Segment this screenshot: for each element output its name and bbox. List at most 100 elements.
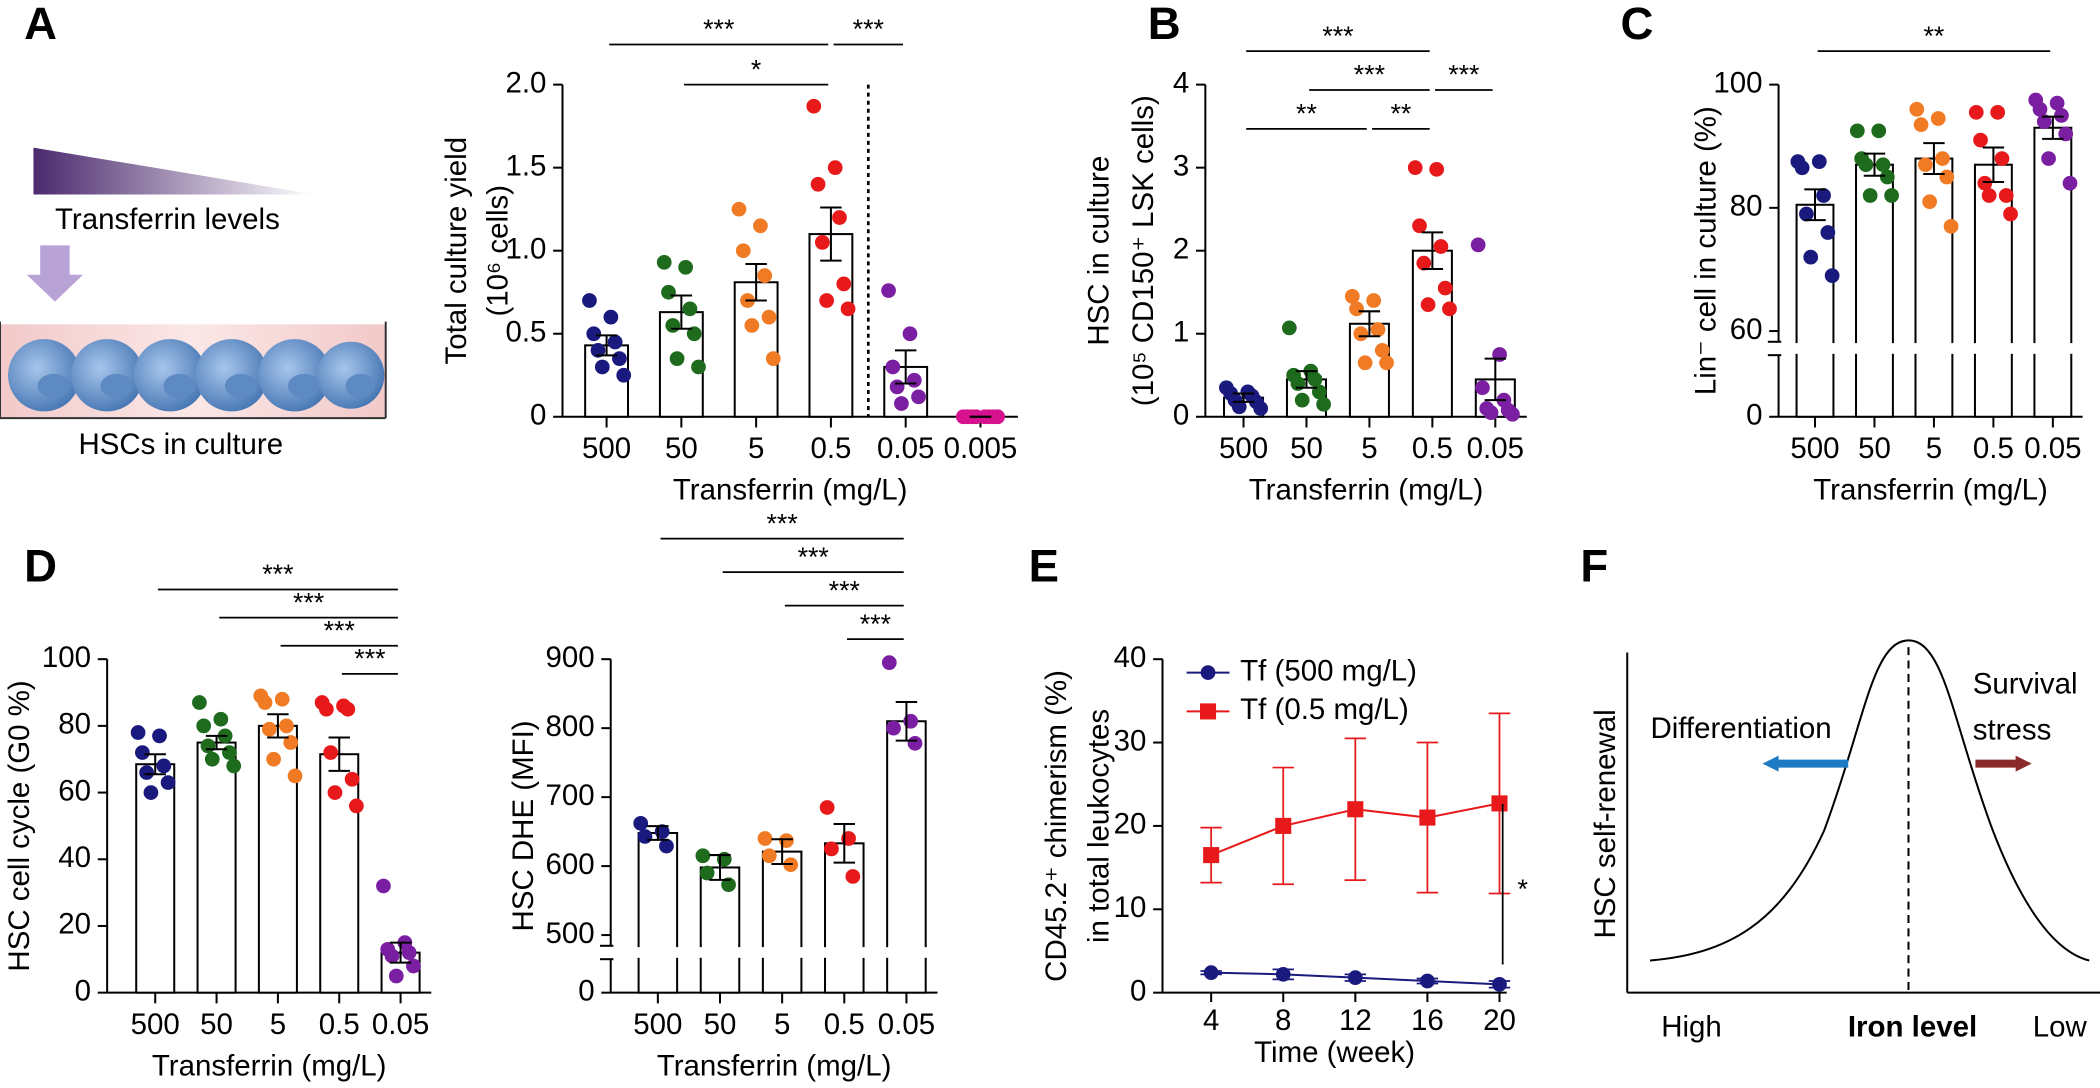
data-point [1909, 101, 1925, 117]
x-tick-label: 20 [1483, 1004, 1516, 1037]
data-point [1353, 326, 1369, 342]
data-point [894, 396, 909, 411]
data-point [757, 831, 773, 846]
data-point [1973, 132, 1988, 148]
data-point [279, 718, 294, 734]
x-axis-title: Time (week) [1254, 1036, 1415, 1069]
y-axis-title: Lin⁻ cell in culture (%) [1689, 106, 1722, 395]
data-point [226, 758, 242, 774]
x-tick-label: 0.05 [878, 1008, 935, 1041]
significance-label: *** [1322, 21, 1353, 51]
data-point [665, 318, 681, 333]
y-tick-label: 80 [1730, 190, 1763, 223]
data-point [261, 721, 277, 737]
data-point [1281, 320, 1297, 336]
data-point [1470, 237, 1486, 253]
data-point [323, 745, 339, 760]
data-point [633, 815, 649, 831]
x-tick-label: 0.5 [824, 1008, 865, 1041]
bar [808, 233, 854, 418]
y-tick-label: 60 [58, 774, 91, 807]
data-point [1366, 293, 1382, 308]
y-tick-label: 20 [58, 908, 91, 941]
bar [1411, 249, 1453, 418]
x-tick-label: 500 [633, 1008, 682, 1041]
data-point [1977, 175, 1993, 191]
y-tick-label: 0 [1746, 399, 1762, 432]
data-point [1998, 188, 2014, 203]
data-point [1307, 372, 1323, 387]
x-right-label: Low [2033, 1011, 2088, 1044]
significance-label: *** [1448, 60, 1479, 90]
data-point [906, 372, 922, 388]
x-tick-label: 5 [1361, 432, 1377, 465]
y-axis-title: (10⁵ CD150⁺ LSK cells) [1127, 95, 1160, 406]
y-tick-label: 600 [545, 848, 594, 881]
data-point [1994, 151, 2010, 166]
data-point [1871, 123, 1887, 139]
y-tick-label: 0 [530, 399, 546, 432]
x-tick-label: 5 [774, 1008, 790, 1041]
data-point [669, 351, 685, 367]
data-point [721, 877, 736, 893]
data-point [1349, 301, 1364, 317]
data-point [222, 745, 237, 760]
data-point [388, 968, 404, 984]
data-point [2041, 151, 2056, 166]
data-point [257, 695, 273, 710]
x-tick-label: 8 [1275, 1004, 1291, 1037]
panel-label: D [24, 540, 57, 591]
data-point [213, 711, 229, 727]
x-center-label: Iron level [1848, 1011, 1977, 1044]
significance-label: *** [1354, 60, 1385, 90]
data-point [845, 869, 861, 884]
x-tick-label: 0.05 [372, 1008, 429, 1041]
data-point [1442, 301, 1457, 317]
x-tick-label: 0.05 [2024, 432, 2081, 465]
x-tick-label: 0.005 [944, 432, 1018, 465]
marker [1275, 966, 1291, 982]
panel-label: E [1029, 540, 1059, 591]
data-point [765, 351, 781, 367]
data-point [340, 701, 356, 717]
right-arrow-head [2015, 755, 2032, 772]
y-tick-label: 3 [1173, 149, 1189, 182]
y-axis-title: (10⁶ cells) [481, 185, 514, 317]
significance-label: *** [798, 542, 829, 572]
x-tick-label: 0.05 [1467, 432, 1524, 465]
data-point [406, 958, 421, 974]
marker [1203, 965, 1219, 981]
data-point [1316, 396, 1331, 412]
marker [1420, 973, 1435, 989]
marker [1491, 795, 1508, 812]
significance-label: * [1518, 874, 1528, 904]
marker [1492, 976, 1507, 992]
x-tick-label: 50 [200, 1008, 233, 1041]
y-tick-label: 0 [1173, 399, 1189, 432]
data-point [2032, 101, 2048, 117]
data-point [283, 735, 299, 750]
data-point [1875, 157, 1891, 173]
data-point [1816, 188, 1831, 203]
y-tick-label: 40 [1114, 641, 1147, 674]
panel-label: F [1580, 540, 1608, 591]
cells [8, 339, 385, 412]
data-point [1939, 169, 1955, 185]
data-point [1374, 342, 1390, 358]
data-point [699, 865, 715, 881]
data-point [376, 878, 391, 894]
axis-break-gap [626, 947, 938, 958]
y-axis-title: Total culture yield [440, 137, 473, 365]
bar [637, 831, 679, 994]
data-point [885, 359, 901, 375]
data-point [840, 301, 856, 317]
data-point [266, 751, 281, 767]
data-point [1437, 280, 1453, 296]
gradient-label: Transferrin levels [55, 203, 280, 236]
schematic: Transferrin levels HSCs in culture [0, 147, 387, 461]
y-tick-label: 1.0 [505, 232, 546, 265]
model-curve [1649, 639, 2090, 962]
model-diagram: HSC self-renewal Differentiation Surviva… [1589, 639, 2100, 1044]
